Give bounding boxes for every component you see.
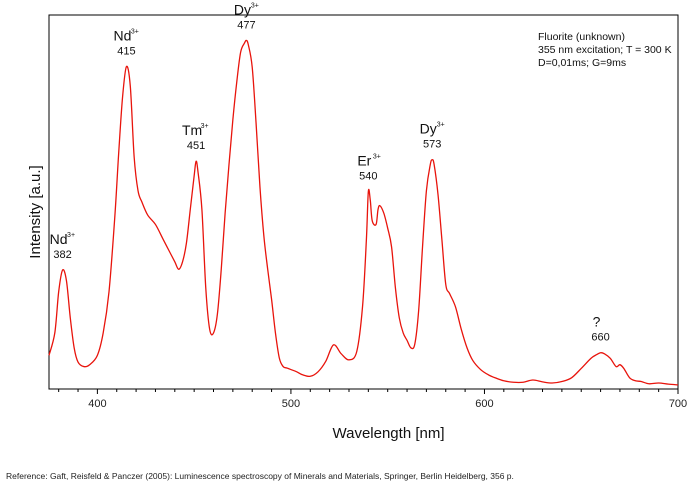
axis-ticks: 400 500 600 700 (58, 389, 687, 410)
peak-wavelength-label: 660 (591, 332, 609, 344)
peak-label: Dy 3+ 477 (234, 1, 259, 31)
peak-label: Nd 3+ 382 (50, 231, 75, 261)
x-axis-title: Wavelength [nm] (333, 425, 445, 442)
peak-label: Nd 3+ 415 (113, 28, 138, 58)
info-line: Fluorite (unknown) (538, 31, 625, 43)
info-box: Fluorite (unknown)355 nm excitation; T =… (538, 31, 672, 69)
peak-charge-label: 3+ (131, 29, 139, 36)
peak-ion-label: Nd (113, 28, 131, 44)
peak-wavelength-label: 540 (359, 171, 377, 183)
peak-ion-label: ? (593, 314, 601, 330)
series-group (48, 39, 679, 386)
peak-label: Tm3+ 451 (182, 122, 209, 152)
peak-wavelength-label: 451 (187, 140, 205, 152)
peak-wavelength-label: 573 (423, 139, 441, 151)
info-line: 355 nm excitation; T = 300 K (538, 44, 672, 56)
plot-frame (48, 14, 679, 390)
peak-ion-label: Er (357, 153, 371, 169)
peak-wavelength-label: 477 (237, 19, 255, 31)
peak-charge-label: 3+ (373, 154, 381, 161)
peak-ion-label: Nd (50, 231, 68, 247)
peak-ion-label: Tm (182, 122, 202, 138)
x-tick-label: 600 (475, 398, 493, 410)
peak-label: ? 660 (591, 314, 609, 344)
peak-ion-label: Dy (234, 1, 251, 17)
spectrum-line (48, 39, 679, 386)
peak-charge-label: 3+ (201, 123, 209, 130)
info-line: D=0,01ms; G=9ms (538, 57, 626, 69)
peak-charge-label: 3+ (251, 2, 259, 9)
peak-wavelength-label: 415 (117, 46, 135, 58)
peak-charge-label: 3+ (437, 122, 445, 129)
peak-wavelength-label: 382 (53, 249, 71, 261)
x-tick-label: 700 (669, 398, 687, 410)
peak-label: Er 3+ 540 (357, 153, 380, 183)
peak-charge-label: 3+ (67, 232, 75, 239)
reference-note: Reference: Gaft, Reisfeld & Panczer (200… (6, 471, 514, 481)
x-tick-label: 400 (88, 398, 106, 410)
x-tick-label: 500 (282, 398, 300, 410)
peak-ion-label: Dy (420, 121, 437, 137)
peak-label: Dy 3+ 573 (420, 121, 445, 151)
y-axis-title: Intensity [a.u.] (27, 165, 44, 258)
plot-border (48, 14, 679, 390)
